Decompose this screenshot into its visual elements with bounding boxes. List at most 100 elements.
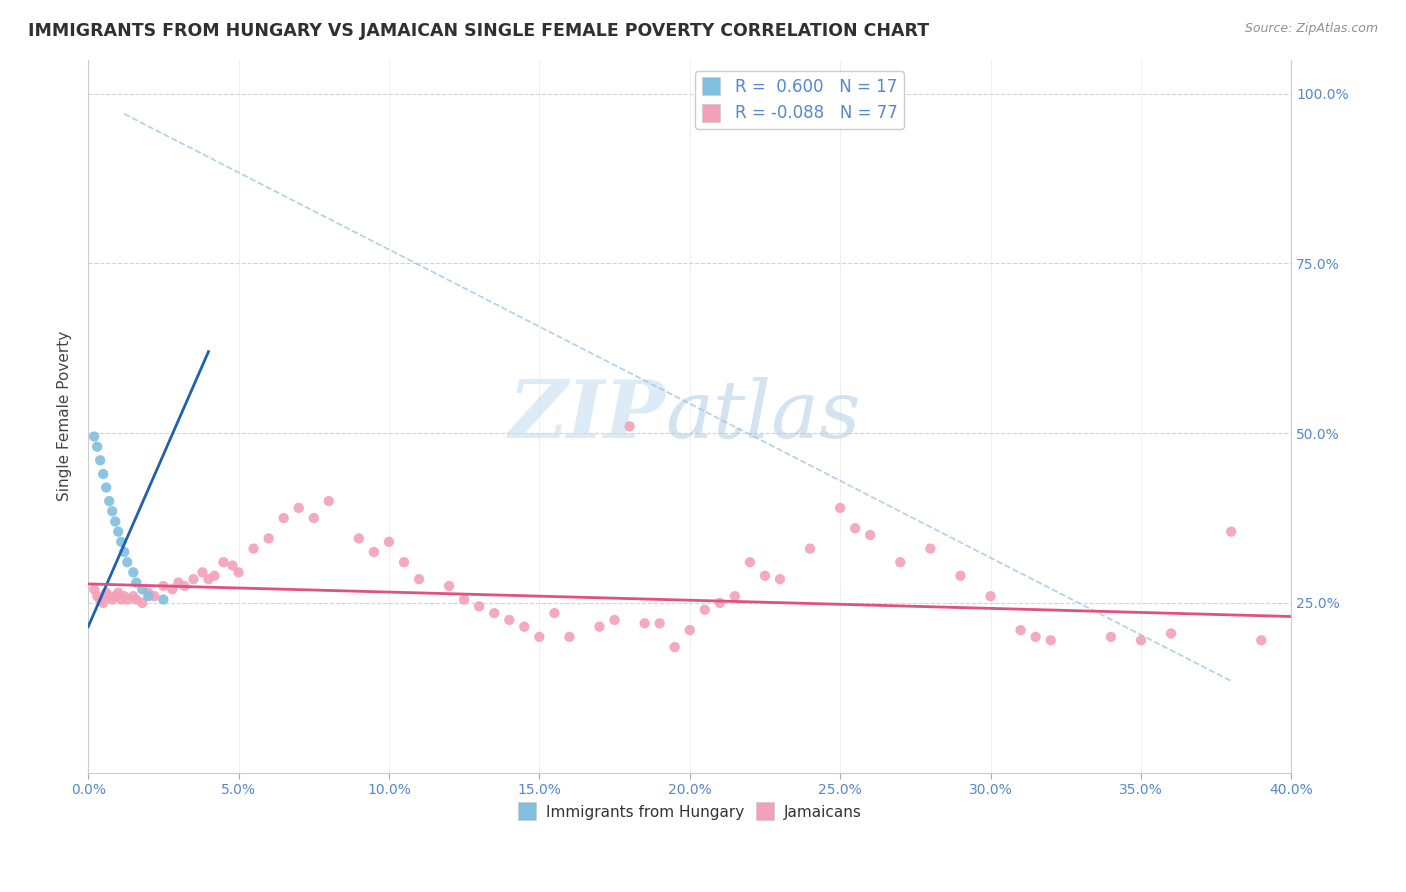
Point xyxy=(754,568,776,582)
Point xyxy=(738,107,761,121)
Point xyxy=(619,419,641,434)
Point xyxy=(453,592,475,607)
Point xyxy=(318,494,340,508)
Point xyxy=(543,606,565,620)
Point xyxy=(110,534,132,549)
Point xyxy=(513,620,536,634)
Point xyxy=(378,534,401,549)
Point xyxy=(437,579,460,593)
Point xyxy=(117,555,139,569)
Point xyxy=(125,592,148,607)
Point xyxy=(167,575,190,590)
Point xyxy=(498,613,520,627)
Point xyxy=(558,630,581,644)
Point xyxy=(859,528,882,542)
Point xyxy=(633,616,655,631)
Point xyxy=(183,572,205,586)
Point xyxy=(86,440,108,454)
Point xyxy=(830,500,852,515)
Point xyxy=(603,613,626,627)
Point xyxy=(122,566,145,580)
Point xyxy=(112,545,135,559)
Point xyxy=(96,586,118,600)
Point xyxy=(89,592,111,607)
Text: IMMIGRANTS FROM HUNGARY VS JAMAICAN SINGLE FEMALE POVERTY CORRELATION CHART: IMMIGRANTS FROM HUNGARY VS JAMAICAN SING… xyxy=(28,22,929,40)
Point xyxy=(204,568,226,582)
Point xyxy=(98,494,121,508)
Point xyxy=(107,524,129,539)
Text: ZIP: ZIP xyxy=(509,377,665,455)
Point xyxy=(1039,633,1062,648)
Point xyxy=(709,596,731,610)
Legend: Immigrants from Hungary, Jamaicans: Immigrants from Hungary, Jamaicans xyxy=(512,798,868,826)
Point xyxy=(125,575,148,590)
Point xyxy=(104,515,127,529)
Point xyxy=(162,582,184,597)
Point xyxy=(83,429,105,443)
Point xyxy=(89,453,111,467)
Point xyxy=(221,558,243,573)
Point xyxy=(484,606,506,620)
Point xyxy=(104,589,127,603)
Point xyxy=(1010,623,1032,637)
Point xyxy=(1099,630,1122,644)
Point xyxy=(228,566,250,580)
Point xyxy=(529,630,551,644)
Point xyxy=(191,566,214,580)
Point xyxy=(143,589,166,603)
Text: atlas: atlas xyxy=(665,377,860,455)
Point xyxy=(363,545,385,559)
Point xyxy=(86,589,108,603)
Point xyxy=(101,592,124,607)
Point xyxy=(107,586,129,600)
Point xyxy=(920,541,942,556)
Point xyxy=(799,541,821,556)
Point xyxy=(83,582,105,597)
Point xyxy=(91,596,114,610)
Point xyxy=(408,572,430,586)
Point xyxy=(302,511,325,525)
Point xyxy=(101,504,124,518)
Point xyxy=(392,555,415,569)
Point xyxy=(131,582,153,597)
Point xyxy=(738,555,761,569)
Point xyxy=(273,511,295,525)
Point xyxy=(468,599,491,614)
Point xyxy=(96,481,118,495)
Point xyxy=(664,640,686,654)
Point xyxy=(122,589,145,603)
Point xyxy=(844,521,866,535)
Point xyxy=(131,596,153,610)
Point xyxy=(980,589,1002,603)
Point xyxy=(724,589,747,603)
Point xyxy=(91,467,114,481)
Point xyxy=(1025,630,1047,644)
Point xyxy=(117,592,139,607)
Point xyxy=(197,572,219,586)
Point xyxy=(949,568,972,582)
Point xyxy=(679,623,702,637)
Point xyxy=(136,586,159,600)
Point xyxy=(242,541,264,556)
Text: Source: ZipAtlas.com: Source: ZipAtlas.com xyxy=(1244,22,1378,36)
Point xyxy=(347,532,370,546)
Point xyxy=(152,579,174,593)
Point xyxy=(112,589,135,603)
Point xyxy=(1250,633,1272,648)
Point xyxy=(588,620,610,634)
Point xyxy=(648,616,671,631)
Point xyxy=(98,589,121,603)
Point xyxy=(257,532,280,546)
Point xyxy=(287,500,309,515)
Y-axis label: Single Female Poverty: Single Female Poverty xyxy=(58,331,72,501)
Point xyxy=(212,555,235,569)
Point xyxy=(110,592,132,607)
Point xyxy=(136,589,159,603)
Point xyxy=(1129,633,1152,648)
Point xyxy=(889,555,911,569)
Point xyxy=(152,592,174,607)
Point xyxy=(173,579,195,593)
Point xyxy=(693,603,716,617)
Point xyxy=(1160,626,1182,640)
Point xyxy=(1220,524,1243,539)
